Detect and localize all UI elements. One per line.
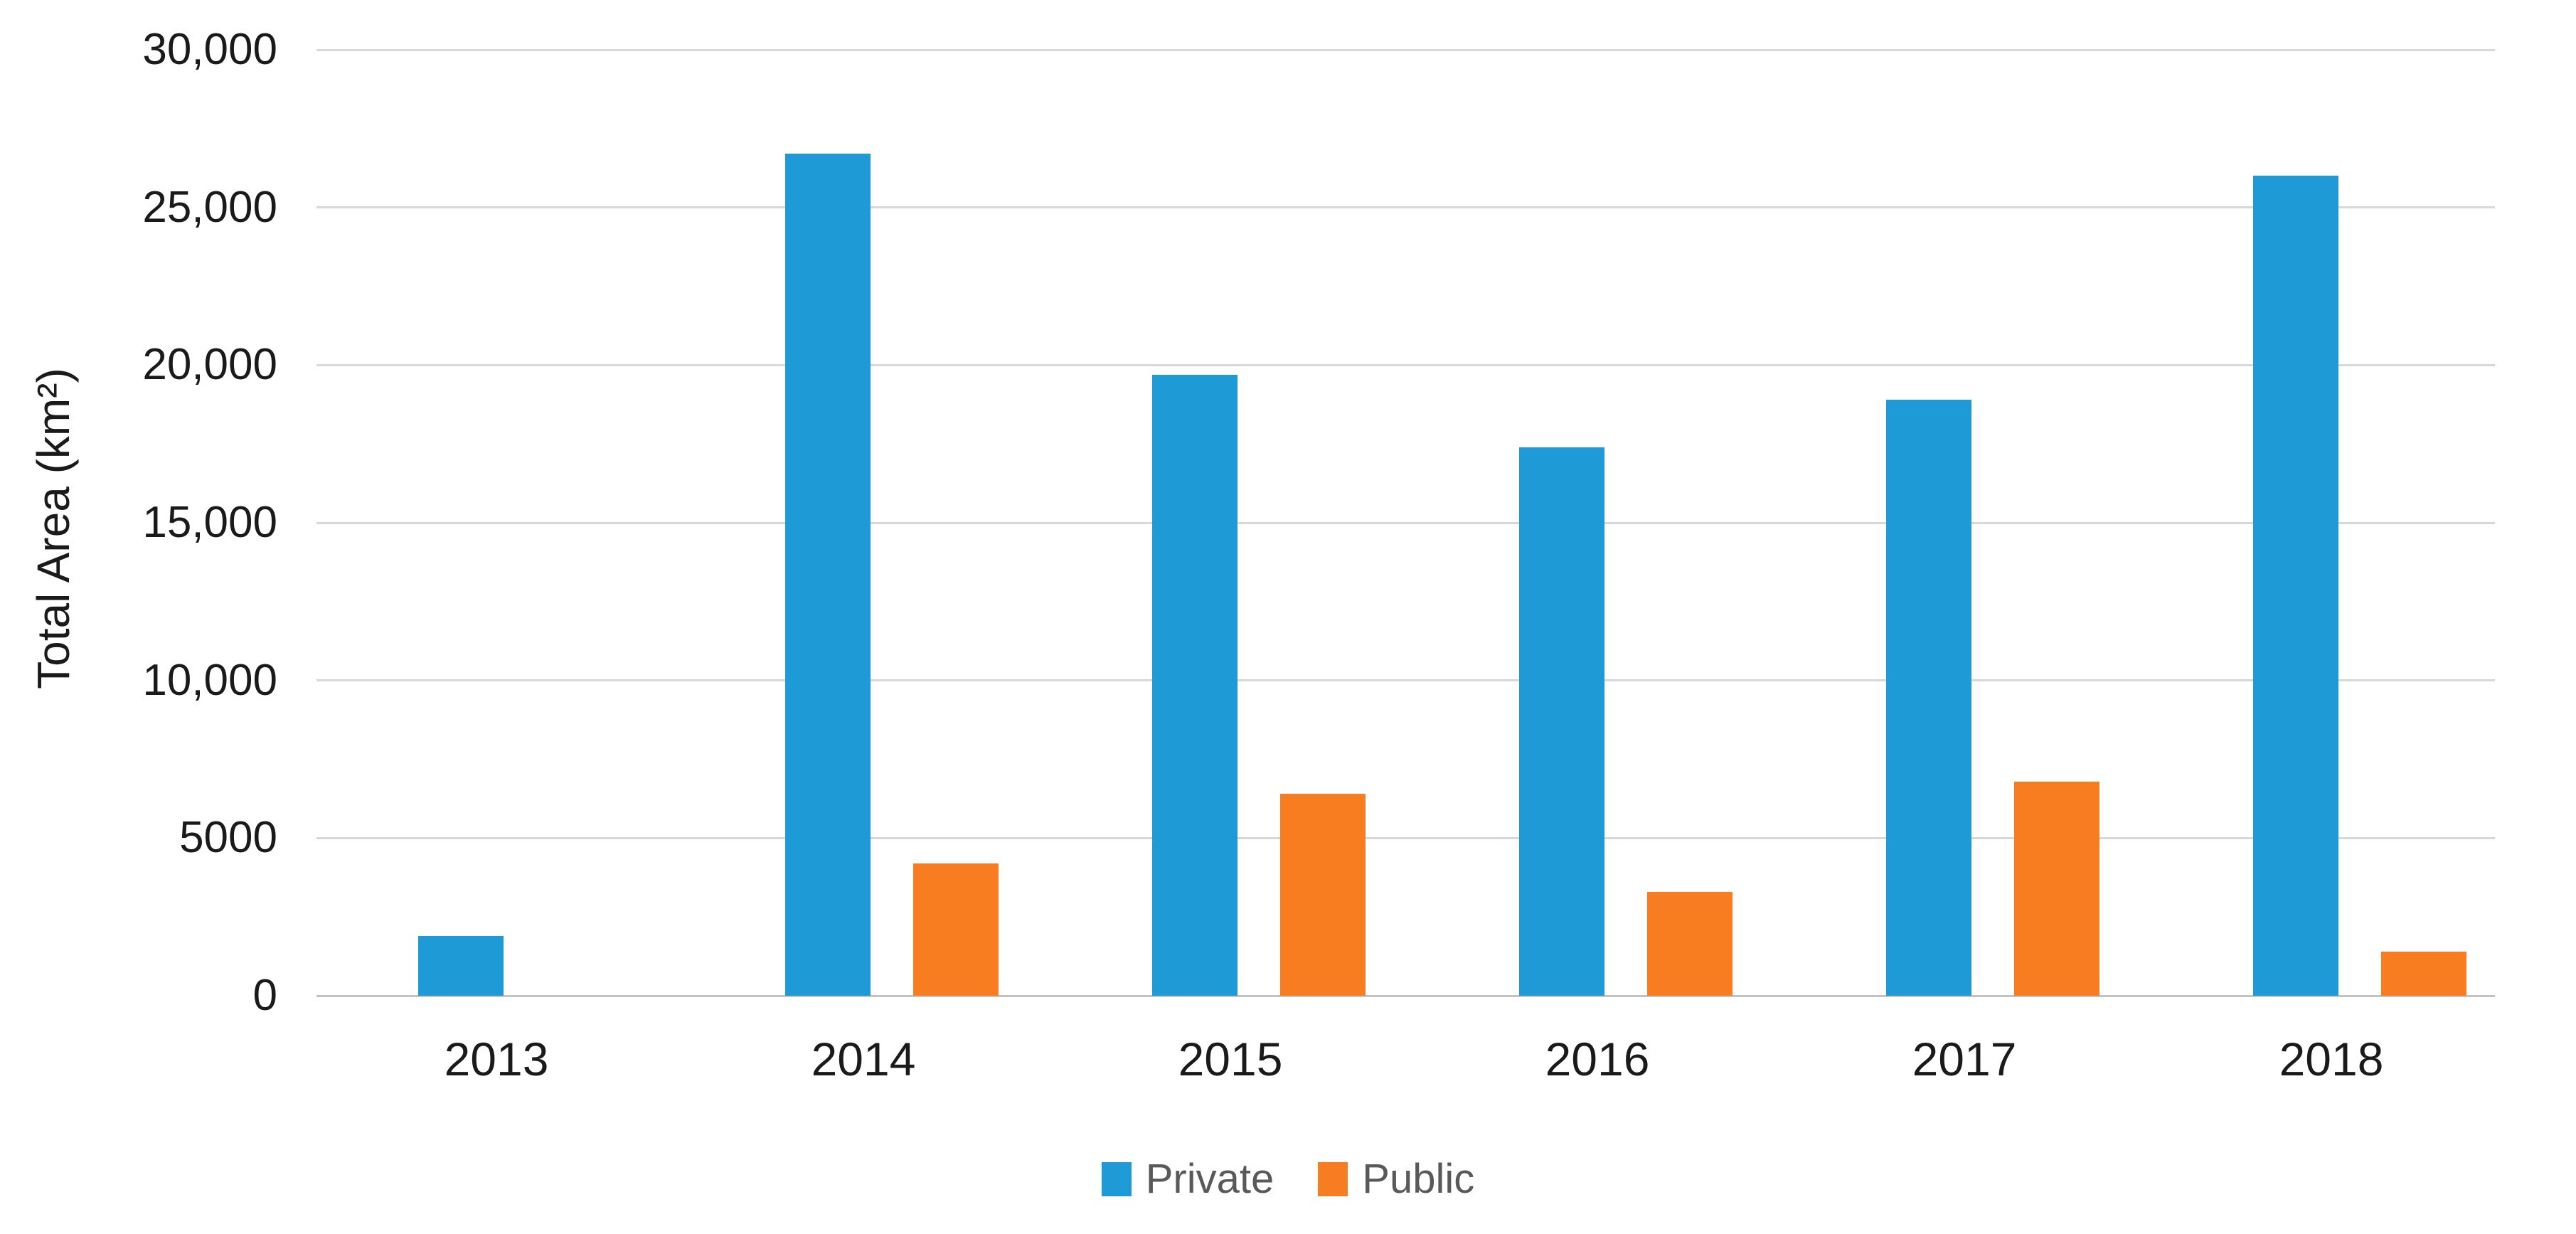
x-tick-label-2013: 2013 [444, 1033, 549, 1085]
bar-private-2013 [418, 935, 504, 996]
bar-public-2014 [913, 863, 999, 996]
y-tick-label-10,000: 10,000 [142, 655, 277, 705]
y-tick-label-15,000: 15,000 [142, 498, 277, 547]
bar-public-2016 [1647, 891, 1733, 996]
bar-private-2017 [1886, 400, 1971, 996]
x-tick-label-2015: 2015 [1178, 1033, 1283, 1085]
gridline-5000 [316, 836, 2495, 839]
x-tick-label-2014: 2014 [811, 1033, 916, 1085]
y-tick-label-25,000: 25,000 [142, 182, 277, 232]
legend-item-public: Public [1318, 1156, 1474, 1203]
legend-label-private: Private [1145, 1156, 1274, 1202]
gridline-10,000 [316, 679, 2495, 682]
gridline-0 [316, 994, 2495, 997]
y-tick-label-0: 0 [252, 971, 277, 1020]
gridline-25,000 [316, 206, 2495, 209]
bar-public-2015 [1280, 794, 1366, 996]
y-tick-label-5000: 5000 [179, 813, 277, 863]
x-tick-label-2018: 2018 [2279, 1033, 2384, 1085]
bar-public-2017 [2014, 781, 2099, 996]
legend-item-private: Private [1101, 1156, 1274, 1203]
gridline-15,000 [316, 521, 2495, 524]
gridline-20,000 [316, 363, 2495, 366]
y-tick-label-30,000: 30,000 [142, 25, 277, 74]
legend: Private Public [0, 1156, 2576, 1203]
bar-private-2018 [2253, 176, 2338, 996]
gridline-30,000 [316, 48, 2495, 51]
y-tick-label-20,000: 20,000 [142, 340, 277, 390]
bar-private-2014 [785, 154, 871, 996]
bar-public-2018 [2381, 951, 2466, 996]
bar-private-2016 [1519, 447, 1604, 996]
legend-label-public: Public [1362, 1156, 1475, 1202]
private-series-swatch-icon [1101, 1162, 1132, 1196]
x-tick-label-2016: 2016 [1545, 1033, 1650, 1085]
public-series-swatch-icon [1318, 1162, 1348, 1196]
bar-private-2015 [1152, 374, 1238, 996]
x-tick-label-2017: 2017 [1912, 1033, 2017, 1085]
